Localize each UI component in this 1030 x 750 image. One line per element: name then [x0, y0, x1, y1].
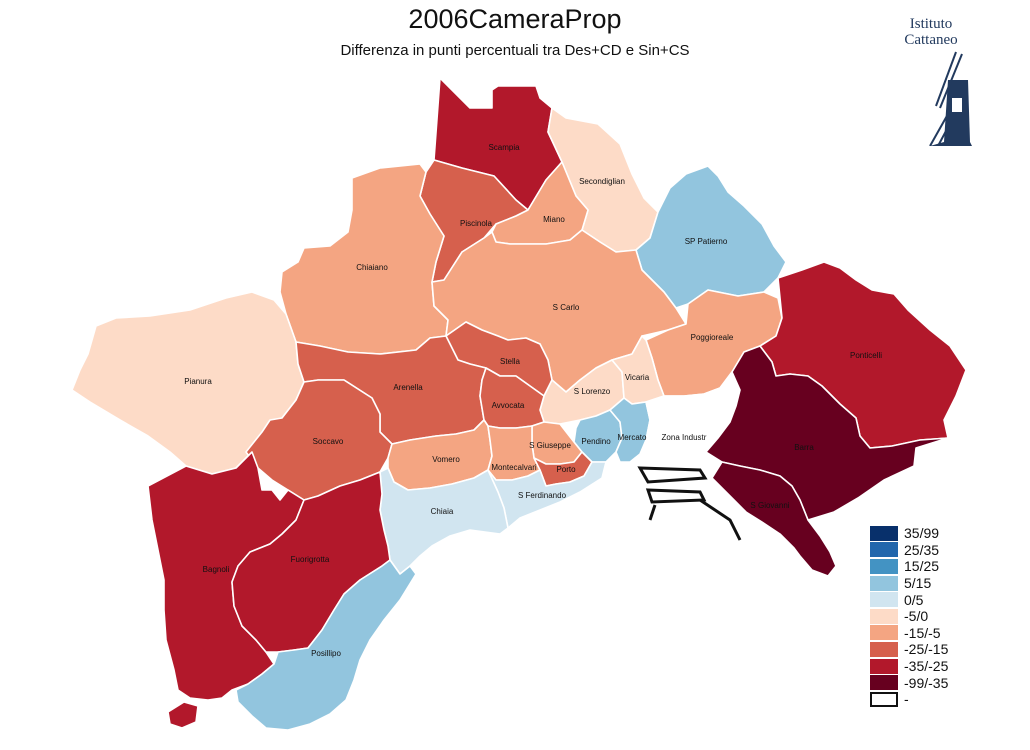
region-label-fuorigrotta: Fuorigrotta	[291, 555, 330, 564]
legend-swatch	[870, 592, 898, 608]
region-label-s-carlo: S Carlo	[553, 303, 580, 312]
logo-line1: Istituto	[909, 16, 953, 32]
legend-swatch	[870, 608, 898, 624]
legend-label: -15/-5	[904, 624, 941, 641]
legend-swatch	[870, 691, 898, 707]
map-subtitle: Differenza in punti percentuali tra Des+…	[340, 42, 690, 59]
region-label-piscinola: Piscinola	[460, 219, 493, 228]
legend-label: 25/35	[904, 541, 940, 558]
legend-label: -5/0	[904, 608, 929, 625]
harbor-piers	[637, 466, 742, 541]
legend-item: -25/-15	[870, 641, 948, 658]
legend-item: 0/5	[870, 591, 948, 608]
region-label-sp-patierno: SP Patierno	[685, 237, 728, 246]
legend-item: -5/0	[870, 608, 948, 625]
legend-item: 5/15	[870, 575, 948, 592]
region-s-ferdinando	[487, 461, 607, 529]
region-label-arenella: Arenella	[393, 383, 423, 392]
region-label-bagnoli: Bagnoli	[203, 565, 230, 574]
legend-label: -25/-15	[904, 641, 949, 658]
region-barra	[705, 345, 949, 521]
region-label-ponticelli: Ponticelli	[850, 351, 882, 360]
region-label-porto: Porto	[556, 465, 576, 474]
region-posillipo	[235, 559, 417, 731]
legend-item: -	[870, 691, 948, 708]
region-bagnoli-islet	[167, 701, 199, 729]
legend-label: 35/99	[904, 525, 940, 542]
region-label-pianura: Pianura	[184, 377, 212, 386]
legend-label: 0/5	[904, 591, 924, 608]
region-label-montecalvari: Montecalvari	[491, 463, 537, 472]
legend-item: -99/-35	[870, 674, 948, 691]
legend-swatch	[870, 525, 898, 541]
region-label-zona-industr: Zona Industr	[662, 433, 707, 442]
legend-label: 5/15	[904, 575, 932, 592]
legend-swatch	[870, 658, 898, 674]
region-label-s-giovanni: S Giovanni	[750, 501, 789, 510]
region-label-vicaria: Vicaria	[625, 373, 650, 382]
region-pendino	[573, 409, 623, 463]
windmill-icon	[929, 51, 972, 146]
map-legend: 35/99 25/35 15/25 5/15 0/5 -5/0 -15/-5 -25/-15-…	[870, 525, 948, 708]
region-label-s-lorenzo: S Lorenzo	[574, 387, 611, 396]
map-title: 2006CameraProp	[408, 4, 622, 34]
region-label-barra: Barra	[794, 443, 814, 452]
legend-label: -	[904, 691, 909, 708]
region-vicaria	[611, 335, 665, 405]
region-label-soccavo: Soccavo	[313, 437, 344, 446]
logo-line2: Cattaneo	[904, 32, 958, 48]
legend-swatch	[870, 542, 898, 558]
region-label-s-giuseppe: S Giuseppe	[529, 441, 571, 450]
legend-item: -35/-25	[870, 658, 948, 675]
legend-label: -35/-25	[904, 658, 949, 675]
region-label-vomero: Vomero	[432, 455, 460, 464]
region-label-pendino: Pendino	[581, 437, 611, 446]
legend-item: 25/35	[870, 542, 948, 559]
legend-swatch	[870, 625, 898, 641]
istituto-cattaneo-logo: Istituto Cattaneo	[886, 14, 976, 149]
region-label-avvocata: Avvocata	[492, 401, 525, 410]
region-mercato	[609, 397, 651, 463]
region-label-secondiglian: Secondiglian	[579, 177, 625, 186]
region-label-mercato: Mercato	[618, 433, 647, 442]
legend-item: 35/99	[870, 525, 948, 542]
region-label-stella: Stella	[500, 357, 521, 366]
region-label-poggioreale: Poggioreale	[691, 333, 734, 342]
legend-swatch	[870, 675, 898, 691]
legend-swatch	[870, 641, 898, 657]
region-label-posillipo: Posillipo	[311, 649, 341, 658]
legend-swatch	[870, 558, 898, 574]
legend-label: -99/-35	[904, 674, 949, 691]
region-label-scampia: Scampia	[488, 143, 520, 152]
legend-label: 15/25	[904, 558, 940, 575]
region-label-s-ferdinando: S Ferdinando	[518, 491, 567, 500]
region-label-miano: Miano	[543, 215, 565, 224]
legend-swatch	[870, 575, 898, 591]
legend-item: -15/-5	[870, 625, 948, 642]
region-label-chiaiano: Chiaiano	[356, 263, 388, 272]
region-s-giovanni	[711, 461, 837, 577]
legend-item: 15/25	[870, 558, 948, 575]
region-label-chiaia: Chiaia	[431, 507, 454, 516]
